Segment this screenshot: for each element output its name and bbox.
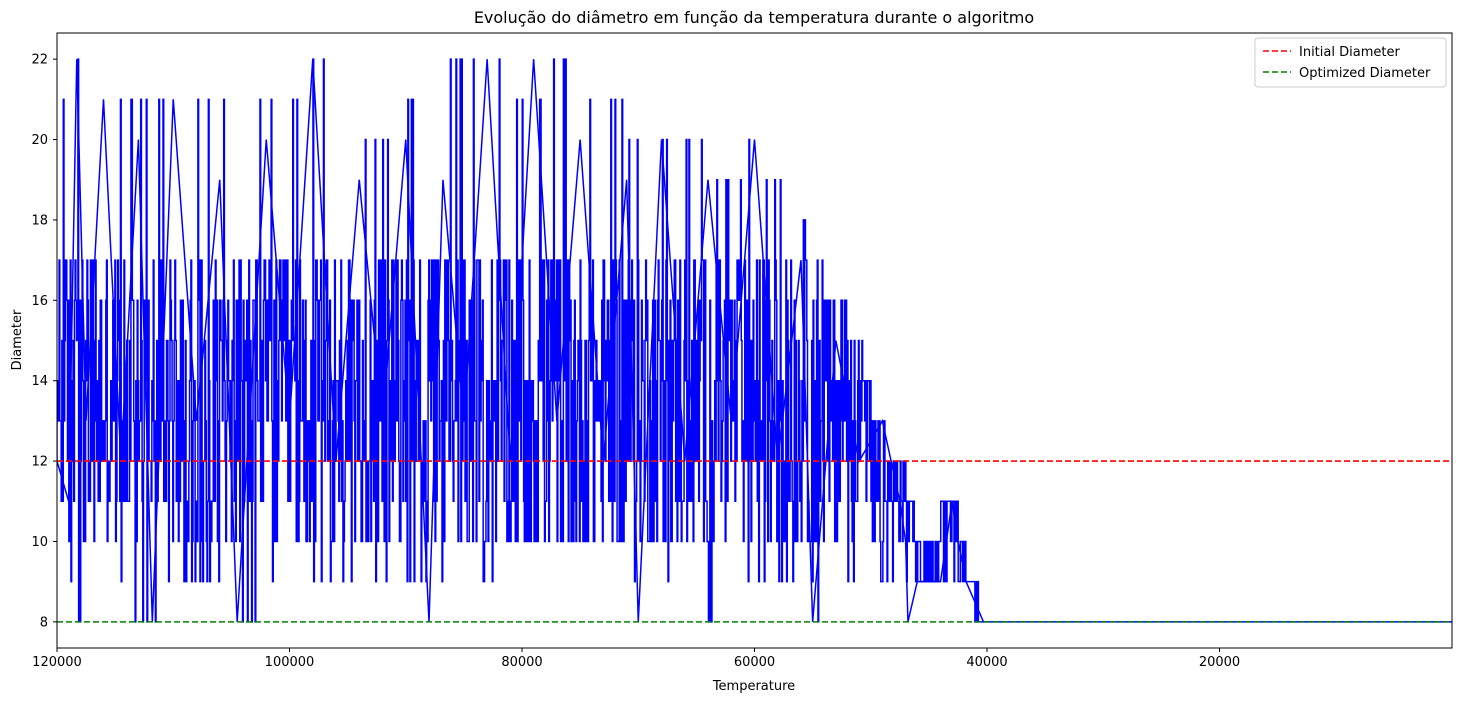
chart-title: Evolução do diâmetro em função da temper… (474, 8, 1034, 27)
legend: Initial Diameter Optimized Diameter (1254, 37, 1447, 88)
legend-label: Initial Diameter (1299, 45, 1400, 60)
data-traces (57, 58, 1452, 623)
legend-label: Optimized Diameter (1299, 66, 1431, 81)
y-axis: 8 10 12 14 16 18 20 22 (31, 53, 57, 630)
x-tick-label: 20000 (1199, 655, 1240, 670)
y-tick-label: 20 (31, 133, 48, 148)
reference-lines (57, 460, 1452, 623)
y-tick-label: 10 (31, 535, 48, 550)
y-tick-label: 22 (31, 53, 48, 68)
x-tick-label: 100000 (265, 655, 315, 670)
legend-box (1254, 37, 1447, 88)
x-tick-label: 40000 (966, 655, 1007, 670)
x-tick-label: 80000 (501, 655, 542, 670)
y-tick-label: 12 (31, 455, 48, 470)
y-tick-label: 16 (31, 294, 48, 309)
x-axis-label: Temperature (712, 679, 795, 694)
x-tick-label: 120000 (32, 655, 82, 670)
diameter-trace (57, 59, 1452, 623)
x-axis: 120000 100000 80000 60000 40000 20000 (32, 648, 1240, 670)
x-tick-label: 60000 (734, 655, 775, 670)
y-tick-label: 8 (40, 615, 48, 630)
y-axis-label: Diameter (10, 309, 25, 370)
y-tick-label: 14 (31, 374, 48, 389)
y-tick-label: 18 (31, 213, 48, 228)
